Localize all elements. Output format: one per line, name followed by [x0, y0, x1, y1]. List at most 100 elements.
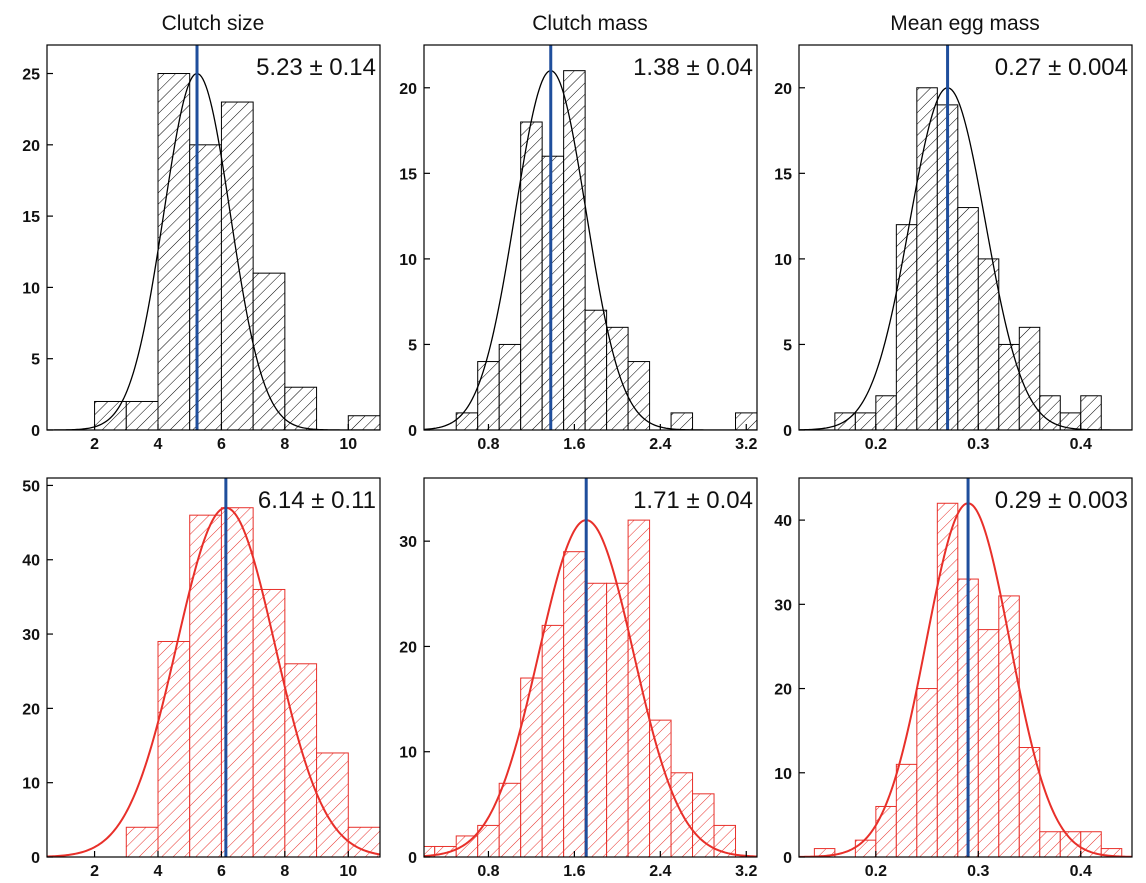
y-tick-label: 0: [783, 423, 792, 440]
normal-fit-curve: [47, 506, 380, 857]
plot-area: [47, 45, 380, 430]
y-tick-label: 40: [774, 513, 792, 530]
histogram-bar: [157, 640, 191, 857]
histogram-bar: [895, 763, 918, 857]
histogram-bar: [875, 805, 897, 857]
x-tick-label: 6: [217, 863, 226, 880]
y-tick-label: 20: [774, 682, 792, 699]
x-tick-label: 0.8: [477, 863, 499, 880]
y-tick-label: 30: [22, 627, 40, 644]
y-tick-label: 10: [774, 766, 792, 783]
x-tick-label: 10: [339, 863, 357, 880]
histogram-bar: [563, 70, 586, 430]
histogram-bar: [977, 629, 1000, 857]
y-tick-label: 15: [774, 166, 792, 183]
histogram-bar: [157, 73, 191, 430]
x-tick-label: 3.2: [735, 436, 757, 453]
histogram-bar: [477, 361, 500, 430]
histogram-bar: [520, 121, 543, 430]
histogram-panel-5: 0.8 1.6 2.4 3.2 0 10 20 30 1.71 ± 0.04: [399, 477, 758, 880]
y-tick-label: 15: [399, 166, 417, 183]
histogram-bar: [520, 677, 543, 857]
y-tick-label: 5: [31, 352, 40, 369]
y-tick-label: 10: [399, 745, 417, 762]
y-tick-label: 0: [408, 850, 417, 867]
histogram-bar: [916, 688, 938, 857]
histogram-bar: [977, 258, 1000, 430]
histogram-panel-4: 2 4 6 8 10 0 10 20 30 40 50 6.14 ± 0.11: [22, 477, 381, 880]
histogram-panel-6: 0.2 0.3 0.4 0 10 20 30 40 0.29 ± 0.003: [774, 477, 1133, 880]
y-tick-label: 20: [774, 81, 792, 98]
histogram-bar: [455, 835, 479, 857]
x-tick-label: 8: [280, 863, 289, 880]
axes-frame: [423, 477, 758, 858]
plot-area: [424, 478, 757, 857]
axes-frame: [46, 44, 381, 431]
histogram-bar: [220, 101, 254, 430]
column-title-mean-egg-mass: Mean egg mass: [890, 12, 1039, 35]
histogram-bar: [670, 412, 694, 430]
x-tick-label: 4: [154, 863, 163, 880]
y-tick-label: 0: [783, 850, 792, 867]
mean-se-annotation: 1.71 ± 0.04: [633, 487, 753, 514]
normal-fit-curve: [799, 87, 1132, 430]
histogram-bar: [936, 502, 959, 857]
y-tick-label: 25: [22, 67, 40, 84]
histogram-bar: [284, 386, 318, 430]
histogram-panel-1: 2 4 6 8 10 0 5 10 15 20 25 5.23 ± 0.14: [22, 44, 381, 453]
normal-fit-curve: [799, 502, 1132, 857]
y-tick-label: 10: [22, 280, 40, 297]
histogram-bar: [252, 588, 286, 857]
y-tick-label: 30: [399, 534, 417, 551]
x-tick-label: 8: [280, 436, 289, 453]
histogram-bar: [1018, 326, 1041, 430]
x-tick-label: 0.3: [967, 863, 989, 880]
plot-area: [799, 478, 1132, 857]
x-tick-label: 2.4: [649, 863, 671, 880]
y-tick-label: 50: [22, 478, 40, 495]
axes-frame: [798, 477, 1133, 858]
x-tick-label: 3.2: [735, 863, 757, 880]
column-title-clutch-mass: Clutch mass: [532, 12, 648, 35]
normal-fit-curve: [424, 519, 757, 857]
x-tick-label: 2.4: [649, 436, 671, 453]
y-tick-label: 15: [22, 209, 40, 226]
histogram-bar: [125, 826, 159, 857]
y-tick-label: 0: [31, 850, 40, 867]
y-tick-label: 5: [783, 337, 792, 354]
y-tick-label: 20: [399, 81, 417, 98]
y-tick-label: 20: [22, 701, 40, 718]
column-title-clutch-size: Clutch size: [162, 12, 265, 35]
histogram-bar: [916, 87, 938, 430]
plot-area: [424, 45, 757, 430]
histogram-bar: [541, 624, 565, 857]
axes-frame: [798, 44, 1133, 431]
mean-se-annotation: 6.14 ± 0.11: [258, 487, 376, 514]
histogram-bar: [606, 582, 629, 857]
y-tick-label: 20: [22, 138, 40, 155]
histogram-bar: [563, 551, 586, 857]
x-tick-label: 1.6: [563, 436, 585, 453]
x-tick-label: 0.2: [865, 863, 887, 880]
histogram-bar: [1018, 747, 1041, 857]
mean-se-annotation: 5.23 ± 0.14: [256, 54, 376, 81]
x-tick-label: 2: [90, 436, 99, 453]
histogram-bar: [649, 719, 672, 857]
axes-frame: [423, 44, 758, 431]
x-tick-label: 0.4: [1070, 436, 1092, 453]
histogram-bar: [584, 582, 608, 857]
histogram-bar: [455, 412, 479, 430]
x-tick-label: 10: [339, 436, 357, 453]
histogram-bar: [284, 663, 318, 857]
histogram-bar: [347, 415, 380, 430]
x-tick-label: 2: [90, 863, 99, 880]
x-tick-label: 0.8: [477, 436, 499, 453]
x-tick-label: 6: [217, 436, 226, 453]
y-tick-label: 30: [774, 597, 792, 614]
y-tick-label: 0: [31, 423, 40, 440]
y-tick-label: 10: [399, 252, 417, 269]
histogram-bar: [713, 824, 737, 857]
mean-se-annotation: 1.38 ± 0.04: [633, 54, 753, 81]
mean-se-annotation: 0.27 ± 0.004: [995, 54, 1128, 81]
